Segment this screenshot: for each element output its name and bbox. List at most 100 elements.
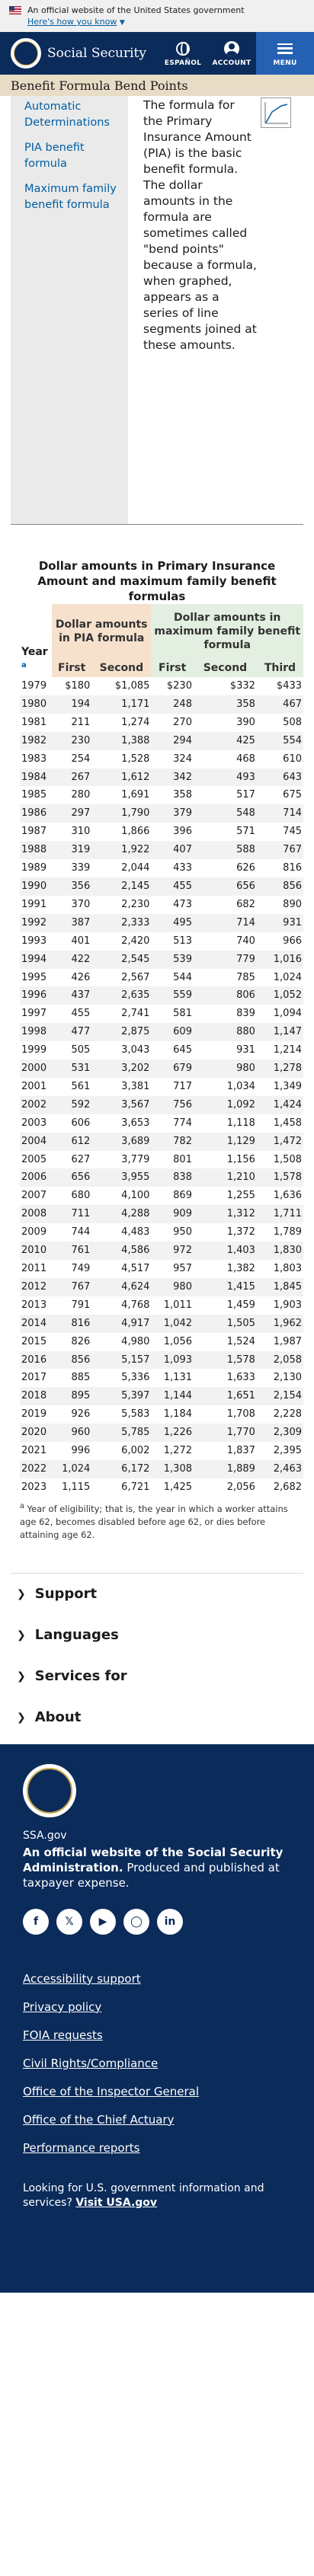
- amount-cell: 1,803: [273, 1263, 302, 1274]
- amount-cell: 1,903: [273, 1299, 302, 1311]
- amount-cell: 2,130: [273, 1372, 302, 1384]
- year-cell: 2012: [20, 1277, 52, 1296]
- table-row: 1999 505 3,043 645 931 1,214: [20, 1041, 303, 1059]
- amount-cell: 645: [173, 1044, 192, 1056]
- table-row: 2015 826 4,980 1,056 1,524 1,987: [20, 1333, 303, 1351]
- accordion-languages[interactable]: ❯ Languages: [17, 1627, 119, 1644]
- amount-cell: 1,184: [163, 1408, 192, 1421]
- amount-cell: 1,830: [256, 1242, 303, 1260]
- social-links: f 𝕏 ▶ ◯ in: [23, 1908, 291, 1935]
- side-nav-automatic-determinations[interactable]: Automatic Determinations: [24, 101, 110, 129]
- instagram-icon[interactable]: ◯: [123, 1908, 149, 1935]
- table-row: 1994 422 2,545 539 779 1,016: [20, 950, 303, 969]
- amount-cell: 1,711: [256, 1205, 303, 1224]
- year-cell: 1980: [20, 695, 52, 714]
- amount-cell: 856: [256, 877, 303, 896]
- amount-cell: 1,042: [151, 1314, 194, 1333]
- year-cell: 2011: [21, 1263, 47, 1274]
- amount-cell: 5,397: [91, 1387, 152, 1406]
- amount-cell: 437: [52, 986, 92, 1005]
- amount-cell: 996: [71, 1445, 91, 1457]
- accordion-services-for[interactable]: ❯ Services for: [17, 1668, 127, 1685]
- amount-cell: 1,214: [273, 1044, 302, 1056]
- linkedin-icon[interactable]: in: [157, 1908, 183, 1935]
- amount-cell: 3,381: [121, 1080, 150, 1092]
- amount-cell: 744: [71, 1226, 91, 1238]
- twitter-icon[interactable]: 𝕏: [56, 1908, 82, 1935]
- amount-cell: 2,463: [256, 1459, 303, 1478]
- year-cell: 2018: [20, 1387, 52, 1406]
- facebook-icon[interactable]: f: [23, 1908, 49, 1935]
- brand-name[interactable]: Social Security: [47, 46, 146, 61]
- bend-point-graph-thumbnail[interactable]: [261, 97, 291, 128]
- account-button[interactable]: ACCOUNT: [207, 32, 256, 75]
- amount-cell: 1,845: [256, 1277, 303, 1296]
- footer-link-performance[interactable]: Performance reports: [23, 2140, 140, 2155]
- amount-cell: 761: [52, 1242, 92, 1260]
- year-cell: 1990: [20, 877, 52, 896]
- amount-cell: 4,917: [91, 1314, 152, 1333]
- amount-cell: 588: [193, 841, 257, 860]
- amount-cell: 782: [151, 1132, 194, 1151]
- amount-cell: 5,336: [121, 1372, 150, 1384]
- amount-cell: 856: [52, 1350, 92, 1369]
- table-row: 2012 767 4,624 980 1,415 1,845: [20, 1277, 303, 1296]
- amount-cell: 1,922: [91, 841, 152, 860]
- amount-cell: 592: [52, 1095, 92, 1114]
- usa-gov-link[interactable]: Visit USA.gov: [75, 2196, 158, 2209]
- account-icon: [224, 40, 239, 56]
- menu-button[interactable]: MENU: [256, 32, 314, 75]
- footer-link-accessibility[interactable]: Accessibility support: [23, 1971, 141, 1986]
- footer-link-inspector-general[interactable]: Office of the Inspector General: [23, 2084, 200, 2098]
- footer-link-civil-rights[interactable]: Civil Rights/Compliance: [23, 2056, 159, 2070]
- amount-cell: 508: [283, 716, 302, 728]
- table-row: 1981 211 1,274 270 390 508: [20, 714, 303, 732]
- amount-cell: 745: [283, 826, 302, 838]
- side-nav-max-family-formula[interactable]: Maximum family benefit formula: [24, 183, 117, 211]
- pia-header: Dollar amounts in PIA formula: [52, 604, 152, 659]
- side-nav-pia-formula[interactable]: PIA benefit formula: [24, 142, 85, 170]
- amount-cell: 957: [173, 1263, 192, 1274]
- espanol-button[interactable]: ESPAÑOL: [159, 32, 207, 75]
- amount-cell: 379: [151, 804, 194, 823]
- accordion-about[interactable]: ❯ About: [17, 1709, 82, 1726]
- amount-cell: 1,024: [52, 1459, 92, 1478]
- table-row: 2010 761 4,586 972 1,403 1,830: [20, 1242, 303, 1260]
- amount-cell: 767: [256, 841, 303, 860]
- accordion-support[interactable]: ❯ Support: [17, 1586, 98, 1603]
- year-cell: 2009: [21, 1226, 47, 1238]
- amount-cell: 1,403: [193, 1242, 257, 1260]
- amount-cell: 1,312: [193, 1205, 257, 1224]
- amount-cell: 1,578: [193, 1350, 257, 1369]
- amount-cell: 3,653: [121, 1117, 150, 1129]
- amount-cell: 3,043: [121, 1044, 150, 1056]
- year-cell: 2020: [20, 1424, 52, 1443]
- footer-link-foia[interactable]: FOIA requests: [23, 2028, 103, 2042]
- amount-cell: 425: [193, 731, 257, 750]
- amount-cell: 1,056: [163, 1335, 192, 1347]
- amount-cell: 1,093: [151, 1350, 194, 1369]
- amount-cell: 5,157: [91, 1350, 152, 1369]
- youtube-icon[interactable]: ▶: [90, 1908, 116, 1935]
- table-row: 2023 1,115 6,721 1,425 2,056 2,682: [20, 1478, 303, 1497]
- amount-cell: 931: [236, 1044, 255, 1056]
- year-cell: 1997: [21, 1008, 47, 1020]
- chevron-down-icon: ▼: [119, 19, 125, 27]
- table-row: 2022 1,024 6,172 1,308 1,889 2,463: [20, 1459, 303, 1478]
- sub-header-max-first: First: [151, 659, 194, 677]
- amount-cell: 1,118: [226, 1117, 255, 1129]
- heres-how-you-know-link[interactable]: Here's how you know: [27, 17, 117, 27]
- year-footnote-ref[interactable]: a: [21, 661, 27, 670]
- year-cell: 1991: [21, 898, 47, 910]
- amount-cell: $230: [166, 680, 192, 692]
- footer-link-privacy[interactable]: Privacy policy: [23, 1999, 102, 2014]
- ssa-seal-logo[interactable]: [11, 38, 41, 69]
- amount-cell: 869: [173, 1190, 192, 1202]
- footer-link-chief-actuary[interactable]: Office of the Chief Actuary: [23, 2112, 175, 2127]
- amount-cell: 2,309: [256, 1424, 303, 1443]
- amount-cell: 1,388: [91, 731, 152, 750]
- amount-cell: 370: [71, 898, 91, 910]
- amount-cell: 531: [52, 1059, 92, 1078]
- amount-cell: 779: [193, 950, 257, 969]
- amount-cell: 774: [173, 1117, 192, 1129]
